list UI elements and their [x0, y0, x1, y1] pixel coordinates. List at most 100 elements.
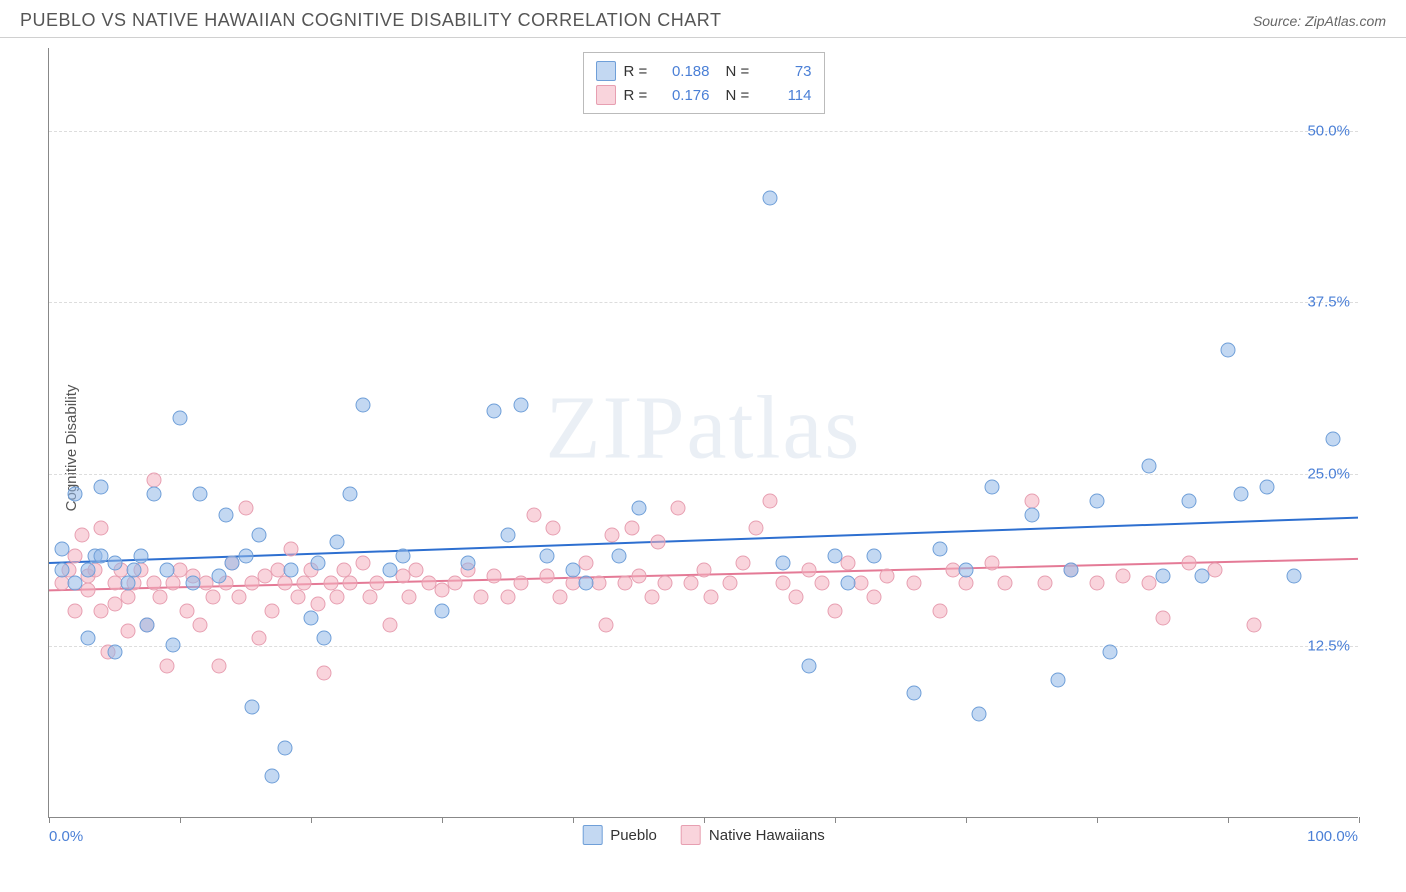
data-point — [592, 576, 607, 591]
data-point — [290, 590, 305, 605]
data-point — [435, 603, 450, 618]
data-point — [513, 397, 528, 412]
data-point — [487, 404, 502, 419]
data-point — [500, 590, 515, 605]
data-point — [284, 541, 299, 556]
data-point — [146, 576, 161, 591]
legend-series: Pueblo Native Hawaiians — [582, 825, 825, 845]
data-point — [212, 658, 227, 673]
legend-n-1: 114 — [764, 87, 812, 104]
x-tick — [442, 817, 443, 823]
y-tick-label: 12.5% — [1307, 638, 1350, 655]
x-tick — [1228, 817, 1229, 823]
data-point — [1155, 610, 1170, 625]
data-point — [356, 555, 371, 570]
data-point — [140, 617, 155, 632]
data-point — [1090, 493, 1105, 508]
data-point — [631, 569, 646, 584]
data-point — [880, 569, 895, 584]
data-point — [179, 603, 194, 618]
legend-n-0: 73 — [764, 63, 812, 80]
data-point — [192, 486, 207, 501]
data-point — [552, 590, 567, 605]
data-point — [186, 576, 201, 591]
data-point — [55, 562, 70, 577]
data-point — [238, 548, 253, 563]
data-point — [932, 603, 947, 618]
data-point — [395, 548, 410, 563]
data-point — [107, 555, 122, 570]
data-point — [1181, 493, 1196, 508]
x-tick — [966, 817, 967, 823]
legend-bottom-swatch-0 — [582, 825, 602, 845]
data-point — [68, 548, 83, 563]
legend-swatch-1 — [596, 85, 616, 105]
legend-label-1: Native Hawaiians — [709, 827, 825, 844]
x-tick — [311, 817, 312, 823]
data-point — [461, 555, 476, 570]
data-point — [251, 631, 266, 646]
data-point — [408, 562, 423, 577]
legend-r-1: 0.176 — [662, 87, 710, 104]
data-point — [238, 500, 253, 515]
data-point — [539, 569, 554, 584]
data-point — [74, 528, 89, 543]
data-point — [605, 528, 620, 543]
x-tick-label-left: 0.0% — [49, 828, 83, 845]
data-point — [611, 548, 626, 563]
data-point — [814, 576, 829, 591]
x-tick — [835, 817, 836, 823]
data-point — [1155, 569, 1170, 584]
x-tick — [704, 817, 705, 823]
data-point — [651, 535, 666, 550]
data-point — [801, 562, 816, 577]
data-point — [1116, 569, 1131, 584]
data-point — [1090, 576, 1105, 591]
chart-header: PUEBLO VS NATIVE HAWAIIAN COGNITIVE DISA… — [0, 0, 1406, 38]
x-tick — [1097, 817, 1098, 823]
data-point — [382, 562, 397, 577]
data-point — [906, 686, 921, 701]
data-point — [264, 603, 279, 618]
data-point — [284, 562, 299, 577]
legend-stats: R = 0.188 N = 73 R = 0.176 N = 114 — [583, 52, 825, 114]
data-point — [1024, 507, 1039, 522]
data-point — [146, 473, 161, 488]
legend-swatch-0 — [596, 61, 616, 81]
x-tick — [180, 817, 181, 823]
data-point — [55, 541, 70, 556]
data-point — [264, 768, 279, 783]
data-point — [343, 486, 358, 501]
data-point — [1063, 562, 1078, 577]
data-point — [841, 555, 856, 570]
data-point — [107, 645, 122, 660]
data-point — [153, 590, 168, 605]
legend-bottom-swatch-1 — [681, 825, 701, 845]
data-point — [1142, 459, 1157, 474]
data-point — [68, 576, 83, 591]
data-point — [487, 569, 502, 584]
data-point — [251, 528, 266, 543]
data-point — [566, 562, 581, 577]
data-point — [657, 576, 672, 591]
data-point — [205, 590, 220, 605]
data-point — [775, 576, 790, 591]
data-point — [212, 569, 227, 584]
data-point — [133, 548, 148, 563]
data-point — [598, 617, 613, 632]
watermark: ZIPatlas — [546, 376, 862, 479]
legend-item-0: Pueblo — [582, 825, 657, 845]
data-point — [1181, 555, 1196, 570]
data-point — [94, 480, 109, 495]
data-point — [1247, 617, 1262, 632]
data-point — [736, 555, 751, 570]
data-point — [828, 548, 843, 563]
data-point — [120, 576, 135, 591]
data-point — [1234, 486, 1249, 501]
data-point — [1037, 576, 1052, 591]
data-point — [644, 590, 659, 605]
data-point — [513, 576, 528, 591]
data-point — [277, 741, 292, 756]
data-point — [81, 583, 96, 598]
data-point — [1325, 431, 1340, 446]
